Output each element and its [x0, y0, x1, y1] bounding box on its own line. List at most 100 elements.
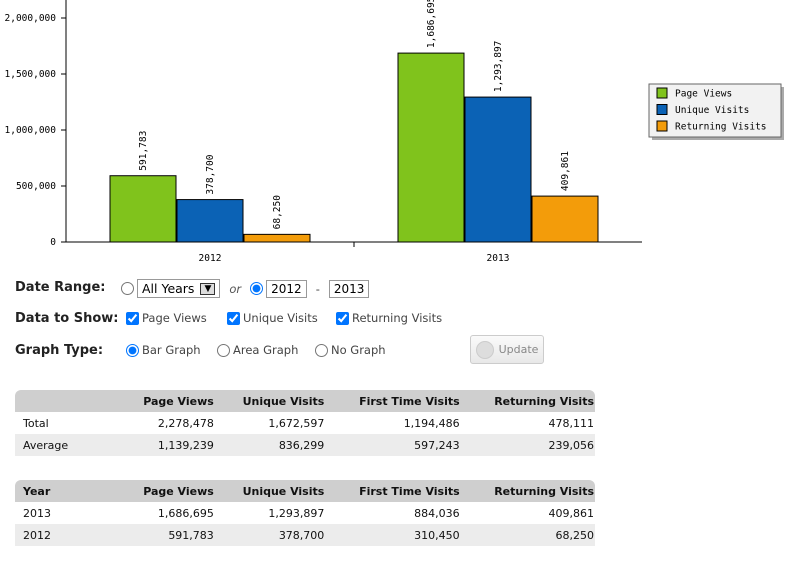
header-cell: First Time Visits	[325, 480, 461, 502]
option-label: Unique Visits	[243, 311, 318, 325]
checkbox[interactable]	[227, 311, 240, 325]
row: Total 2,278,478 1,672,597 1,194,486 478,111	[15, 412, 595, 434]
option-label: No Graph	[331, 343, 386, 357]
chart: 0 500,000 1,000,000 1,500,000 2,000,000 2012 5…	[5, 0, 784, 264]
option-label: Page Views	[142, 311, 207, 325]
cell: 591,783	[119, 524, 215, 546]
cell: 884,036	[414, 506, 460, 520]
y-tick-label: 1,000,000	[5, 125, 57, 136]
data-label: 1,686,695	[426, 0, 437, 48]
bar	[397, 52, 465, 243]
update-button[interactable]: Update	[470, 335, 544, 364]
bar	[531, 195, 599, 243]
row: 2012 591,783 378,700 310,450 68,250	[15, 524, 595, 546]
x-tick-label: 2012	[199, 253, 222, 264]
option-label: Bar Graph	[142, 343, 201, 357]
cell: 409,861	[548, 506, 595, 520]
option: Area Graph	[217, 343, 298, 357]
bar	[243, 233, 311, 243]
radio[interactable]	[217, 343, 230, 357]
select-arrow: ▼	[200, 282, 216, 295]
data-label: 409,861	[560, 151, 571, 191]
row: Average 1,139,239 836,299 597,243 239,056	[15, 434, 595, 456]
option: Page Views	[126, 311, 207, 325]
option: Returning Visits	[336, 311, 442, 325]
select-text: All Years	[142, 281, 195, 296]
data-label: 378,700	[205, 154, 216, 194]
data-label: 68,250	[272, 195, 283, 230]
update-icon	[475, 340, 494, 359]
header-row: Page Views Unique Visits First Time Visits…	[15, 390, 595, 412]
legend-label: Returning Visits	[675, 122, 767, 133]
header-row: Year Page Views Unique Visits First Time Vi…	[15, 480, 595, 502]
dash: -	[315, 281, 320, 296]
cell: Total	[23, 416, 49, 430]
bar	[109, 175, 177, 243]
option: No Graph	[315, 343, 386, 357]
option: Bar Graph	[126, 343, 201, 357]
cell: 1,686,695	[157, 506, 214, 520]
cell: 1,293,897	[268, 506, 325, 520]
date-range: All Years ▼ or 2012 - 2013	[121, 279, 370, 298]
cell: Average	[15, 434, 119, 456]
option-label: Returning Visits	[352, 311, 443, 325]
checkbox[interactable]	[126, 311, 139, 325]
cell: 2013	[23, 506, 51, 520]
legend-swatch	[656, 87, 668, 99]
label: Graph Type:	[15, 343, 104, 358]
from-input[interactable]: 2012	[266, 279, 307, 298]
radio-range[interactable]	[250, 282, 264, 295]
y-tick-label: 1,500,000	[5, 69, 57, 80]
bar	[464, 96, 532, 243]
label: Data to Show:	[15, 311, 119, 326]
data-label: 591,783	[138, 131, 149, 171]
header-cell: Unique Visits	[214, 480, 326, 502]
cell: 2,278,478	[157, 416, 214, 430]
cell: 836,299	[214, 434, 326, 456]
legend-swatch	[656, 104, 668, 115]
bar	[176, 199, 244, 243]
cell: 1,194,486	[403, 416, 460, 430]
to-input[interactable]: 2013	[328, 279, 370, 298]
checkbox[interactable]	[336, 311, 349, 325]
x-tick-label: 2013	[487, 253, 510, 264]
legend	[648, 83, 782, 138]
cell: 1,672,597	[268, 416, 325, 430]
cell: 378,700	[214, 524, 326, 546]
header-cell: Year	[15, 480, 119, 502]
radio[interactable]	[315, 343, 328, 357]
header-cell: Returning Visits	[460, 480, 595, 502]
legend-label: Unique Visits	[675, 105, 749, 116]
yearly-table: Year Page Views Unique Visits First Time Vi…	[15, 480, 595, 546]
option-label: Area Graph	[233, 343, 299, 357]
summary-table: Page Views Unique Visits First Time Visits…	[15, 390, 595, 456]
legend-swatch	[656, 120, 668, 132]
header-cell: First Time Visits	[325, 390, 461, 412]
header-cell: Page Views	[119, 480, 215, 502]
cell: 68,250	[460, 524, 595, 546]
data-label: 1,293,897	[493, 41, 504, 92]
y-tick-label: 500,000	[16, 181, 56, 192]
year-select[interactable]: All Years ▼	[137, 279, 221, 298]
cell: 239,056	[460, 434, 595, 456]
cell: 2012	[15, 524, 119, 546]
label: Date Range:	[15, 280, 106, 295]
legend-label: Page Views	[675, 89, 732, 100]
cell: 1,139,239	[119, 434, 215, 456]
row: 2013 1,686,695 1,293,897 884,036 409,861	[15, 502, 595, 524]
option: Unique Visits	[227, 311, 318, 325]
header-cell: Page Views	[119, 390, 215, 412]
cell: 310,450	[325, 524, 461, 546]
button-text: Update	[498, 343, 539, 356]
cell: 478,111	[548, 416, 595, 430]
cell: 597,243	[325, 434, 461, 456]
radio[interactable]	[126, 343, 139, 357]
y-tick-label: 0	[50, 237, 56, 248]
y-tick-label: 2,000,000	[5, 13, 57, 24]
header-cell	[15, 390, 119, 412]
header-cell: Returning Visits	[460, 390, 595, 412]
radio-all[interactable]	[121, 282, 134, 295]
header-cell: Unique Visits	[214, 390, 326, 412]
or-text: or	[229, 281, 242, 296]
